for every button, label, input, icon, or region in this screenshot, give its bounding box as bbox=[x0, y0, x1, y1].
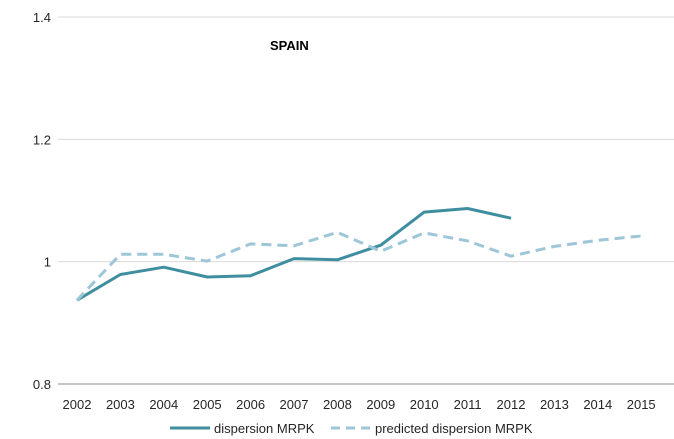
y-tick-label: 1.4 bbox=[33, 10, 51, 25]
x-tick-label: 2002 bbox=[63, 397, 92, 412]
x-tick-label: 2010 bbox=[410, 397, 439, 412]
x-tick-label: 2012 bbox=[497, 397, 526, 412]
series-lines bbox=[75, 207, 642, 302]
legend: dispersion MRPK predicted dispersion MRPK bbox=[170, 421, 533, 436]
y-tick-label: 0.8 bbox=[33, 377, 51, 392]
x-tick-label: 2011 bbox=[454, 397, 482, 412]
y-tick-label: 1.2 bbox=[33, 132, 51, 147]
axes: 0.8 1 1.2 1.4 2002 2003 2004 2005 2006 2007 2008 20… bbox=[33, 10, 656, 412]
x-tick-label: 2004 bbox=[149, 397, 178, 412]
legend-label-2: predicted dispersion MRPK bbox=[375, 421, 533, 436]
x-tick-label: 2008 bbox=[323, 397, 352, 412]
gridlines bbox=[58, 16, 674, 385]
y-tick-label: 1 bbox=[44, 255, 51, 270]
x-tick-label: 2014 bbox=[583, 397, 612, 412]
series-line-2 bbox=[75, 230, 642, 302]
x-tick-label: 2006 bbox=[236, 397, 265, 412]
x-tick-label: 2013 bbox=[540, 397, 569, 412]
x-tick-label: 2015 bbox=[627, 397, 656, 412]
chart-title: SPAIN bbox=[270, 38, 309, 53]
x-tick-label: 2009 bbox=[366, 397, 395, 412]
series-line-1 bbox=[76, 207, 512, 302]
x-tick-label: 2007 bbox=[280, 397, 309, 412]
x-tick-label: 2003 bbox=[106, 397, 135, 412]
x-tick-label: 2005 bbox=[193, 397, 222, 412]
legend-label-1: dispersion MRPK bbox=[214, 421, 315, 436]
